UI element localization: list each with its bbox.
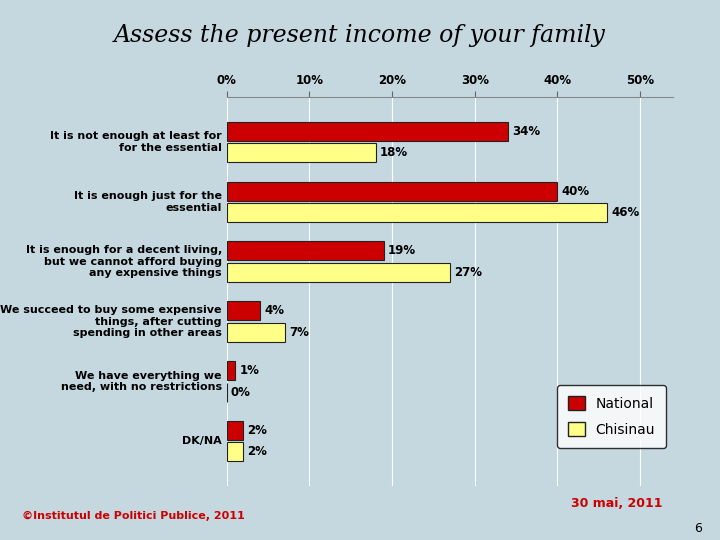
Text: ©Institutul de Politici Publice, 2011: ©Institutul de Politici Publice, 2011 <box>22 511 244 521</box>
Bar <box>227 301 260 320</box>
Bar <box>227 241 384 260</box>
Text: Assess the present income of your family: Assess the present income of your family <box>114 24 606 48</box>
Text: 30 mai, 2011: 30 mai, 2011 <box>571 497 662 510</box>
Text: 2%: 2% <box>248 424 267 437</box>
Text: 7%: 7% <box>289 326 309 339</box>
Text: 0%: 0% <box>231 386 251 399</box>
Bar <box>227 181 557 201</box>
Legend: National, Chisinau: National, Chisinau <box>557 385 666 448</box>
Text: 27%: 27% <box>454 266 482 279</box>
Bar <box>227 361 235 380</box>
Text: 6: 6 <box>694 522 702 535</box>
Text: 2%: 2% <box>248 446 267 458</box>
Text: It is not enough at least for
for the essential: It is not enough at least for for the es… <box>50 131 222 153</box>
Text: It is enough for a decent living,
but we cannot afford buying
any expensive thin: It is enough for a decent living, but we… <box>25 245 222 278</box>
Text: 34%: 34% <box>512 125 540 138</box>
Bar <box>227 203 607 222</box>
Text: We have everything we
need, with no restrictions: We have everything we need, with no rest… <box>60 370 222 392</box>
Text: 4%: 4% <box>264 304 284 317</box>
Text: 18%: 18% <box>379 146 408 159</box>
Bar <box>227 421 243 440</box>
Bar <box>227 122 508 141</box>
Text: 1%: 1% <box>239 364 259 377</box>
Text: 40%: 40% <box>562 185 590 198</box>
Text: DK/NA: DK/NA <box>182 436 222 446</box>
Text: It is enough just for the
essential: It is enough just for the essential <box>73 191 222 213</box>
Bar <box>227 143 376 163</box>
Bar <box>227 442 243 462</box>
Bar <box>227 263 450 282</box>
Text: We succeed to buy some expensive
things, after cutting
spending in other areas: We succeed to buy some expensive things,… <box>0 305 222 338</box>
Text: 46%: 46% <box>611 206 639 219</box>
Text: 19%: 19% <box>388 245 416 258</box>
Bar <box>227 323 284 342</box>
